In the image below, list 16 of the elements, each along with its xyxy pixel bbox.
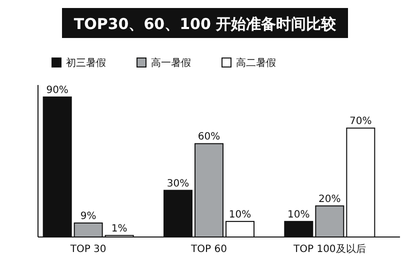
legend-label: 高一暑假 xyxy=(151,57,191,69)
x-tick-label: TOP 100及以后 xyxy=(292,243,366,255)
data-label: 10% xyxy=(228,209,252,220)
data-label: 1% xyxy=(111,223,128,234)
legend-label: 初三暑假 xyxy=(66,57,106,69)
chart-title: TOP30、60、100 开始准备时间比较 xyxy=(74,15,338,33)
x-tick-label: TOP 30 xyxy=(69,244,106,255)
data-label: 60% xyxy=(198,132,220,143)
data-label: 9% xyxy=(80,211,96,222)
data-label: 20% xyxy=(318,194,341,205)
data-label: 70% xyxy=(350,116,372,128)
data-label: 90% xyxy=(46,85,68,96)
data-label: 10% xyxy=(288,209,310,220)
data-label: 30% xyxy=(166,178,190,190)
legend-label: 高二暑假 xyxy=(236,57,276,69)
x-tick-label: TOP 60 xyxy=(190,244,227,255)
